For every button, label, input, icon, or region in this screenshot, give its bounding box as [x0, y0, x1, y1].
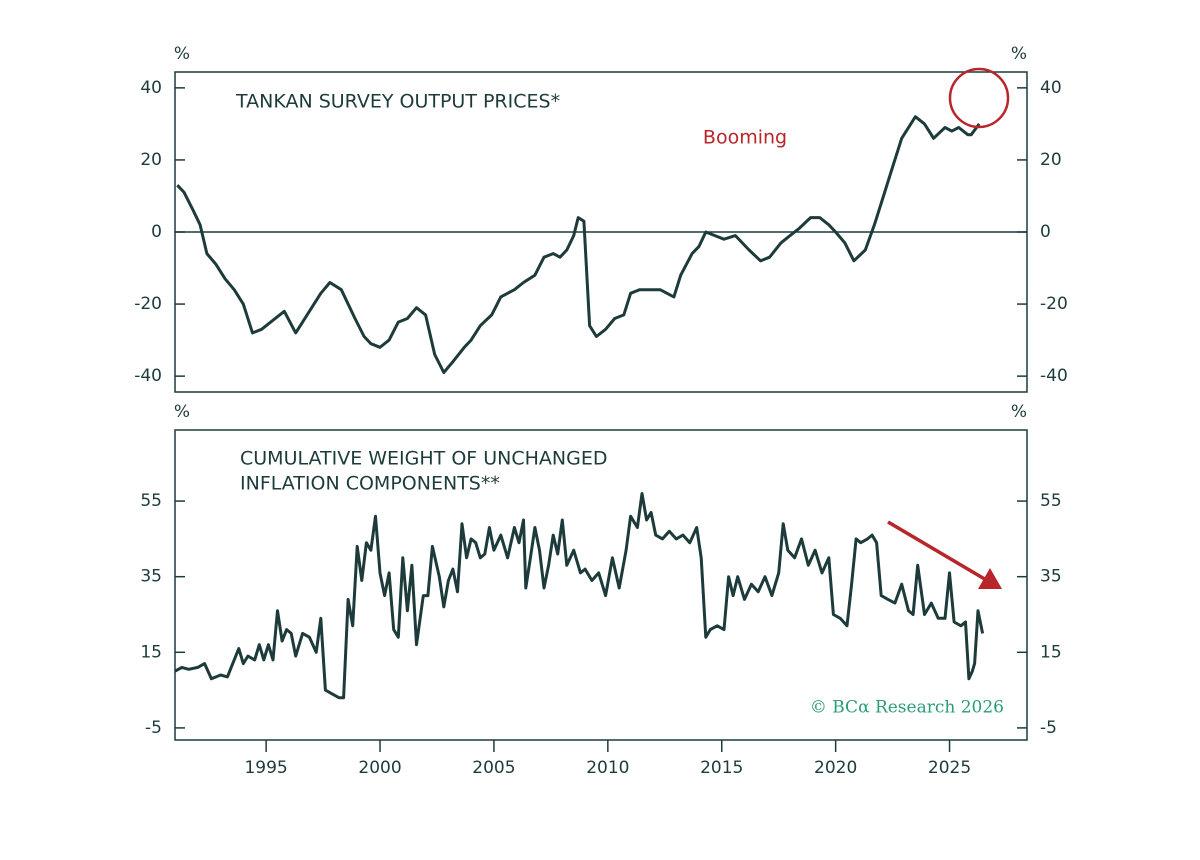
y2-tick-label: 40	[1040, 78, 1062, 98]
x-tick-label: 2015	[700, 758, 743, 778]
y2-tick-label: 20	[1040, 150, 1062, 170]
y-tick-label: -20	[134, 294, 162, 314]
x-tick-label: 1995	[244, 758, 287, 778]
chart-title: INFLATION COMPONENTS**	[240, 473, 500, 495]
y2-tick-label: -5	[1040, 718, 1057, 738]
y2-tick-label: -20	[1040, 294, 1068, 314]
y2-tick-label: 35	[1040, 567, 1062, 587]
x-tick-label: 2025	[928, 758, 971, 778]
y-tick-label: -40	[134, 366, 162, 386]
y-tick-label: 55	[140, 491, 162, 511]
annotation: Booming	[703, 127, 787, 149]
y-axis-unit: %	[174, 44, 190, 64]
line-series	[176, 115, 981, 374]
y-tick-label: -5	[145, 718, 162, 738]
y2-axis-unit: %	[1011, 402, 1027, 422]
y-tick-label: 0	[151, 222, 162, 242]
plot-frame	[174, 429, 1028, 741]
x-tick-label: 2010	[586, 758, 629, 778]
x-tick-label: 2005	[472, 758, 515, 778]
highlight-circle	[948, 67, 1010, 129]
y-tick-label: 40	[140, 78, 162, 98]
credit: © BCα Research 2026	[810, 698, 1004, 718]
y2-tick-label: 0	[1040, 222, 1051, 242]
y2-tick-label: 15	[1040, 642, 1062, 662]
y-tick-label: 35	[140, 567, 162, 587]
line-series	[174, 492, 985, 700]
y-axis-unit: %	[174, 402, 190, 422]
trend-arrow-head	[978, 568, 1002, 589]
y2-tick-label: 55	[1040, 491, 1062, 511]
x-tick-label: 2020	[814, 758, 857, 778]
chart-title: CUMULATIVE WEIGHT OF UNCHANGED	[240, 448, 608, 470]
y2-tick-label: -40	[1040, 366, 1068, 386]
trend-arrow	[887, 520, 989, 583]
y-tick-label: 15	[140, 642, 162, 662]
y2-axis-unit: %	[1011, 44, 1027, 64]
x-tick-label: 2000	[358, 758, 401, 778]
y-tick-label: 20	[140, 150, 162, 170]
chart-title: TANKAN SURVEY OUTPUT PRICES*	[235, 91, 560, 113]
